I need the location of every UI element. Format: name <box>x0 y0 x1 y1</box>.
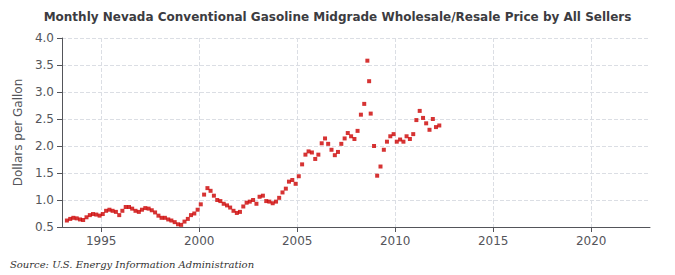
svg-text:2010: 2010 <box>380 234 411 248</box>
svg-text:Monthly Nevada Conventional Ga: Monthly Nevada Conventional Gasoline Mid… <box>44 10 632 24</box>
svg-text:0.5: 0.5 <box>35 220 54 234</box>
svg-text:1995: 1995 <box>86 234 117 248</box>
svg-text:2000: 2000 <box>184 234 215 248</box>
svg-text:4.0: 4.0 <box>35 31 54 45</box>
svg-text:2.5: 2.5 <box>35 112 54 126</box>
svg-text:1.5: 1.5 <box>35 166 54 180</box>
svg-text:1.0: 1.0 <box>35 193 54 207</box>
svg-text:3.5: 3.5 <box>35 58 54 72</box>
svg-text:Dollars per Gallon: Dollars per Gallon <box>11 79 25 187</box>
svg-text:2005: 2005 <box>282 234 313 248</box>
svg-text:3.0: 3.0 <box>35 85 54 99</box>
svg-text:Source: U.S. Energy Informatio: Source: U.S. Energy Information Administ… <box>10 259 254 270</box>
svg-text:2.0: 2.0 <box>35 139 54 153</box>
svg-text:2015: 2015 <box>478 234 509 248</box>
svg-text:2020: 2020 <box>576 234 607 248</box>
